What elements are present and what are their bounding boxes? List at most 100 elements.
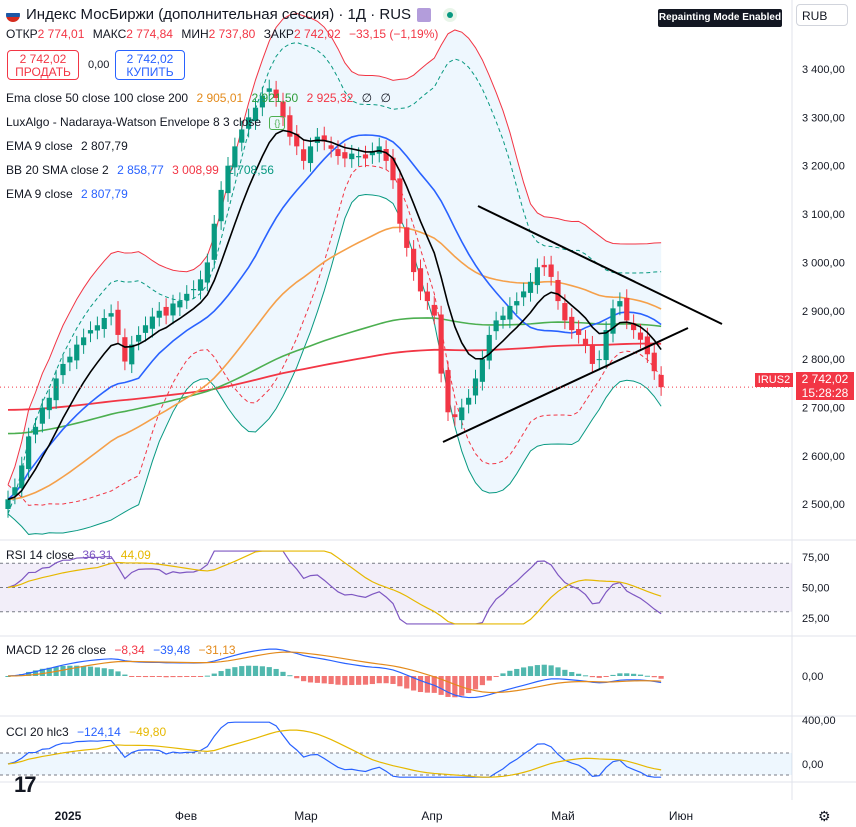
indicator-legend-bb[interactable]: BB 20 SMA close 2 2 858,77 3 008,99 2 70…	[6, 163, 279, 177]
macd-histogram-bar	[617, 673, 623, 676]
ema100-line	[7, 317, 662, 435]
candle-body	[53, 378, 59, 401]
time-axis-tick: 2025	[55, 809, 82, 823]
candle-body	[466, 397, 472, 405]
candle	[472, 369, 479, 405]
rsi-label: RSI 14 close	[6, 548, 75, 562]
candle	[321, 126, 327, 151]
indicator-legend-ema-multi[interactable]: Ema close 50 close 100 close 200 2 905,0…	[6, 91, 396, 105]
candle	[548, 255, 554, 286]
candle-body	[170, 303, 176, 316]
macd-histogram-bar	[555, 667, 561, 676]
macd-histogram-bar	[404, 676, 410, 689]
candle	[610, 299, 616, 343]
symbol-header[interactable]: Индекс МосБиржи (дополнительная сессия) …	[6, 6, 458, 24]
macd-histogram-bar	[369, 676, 375, 685]
cci-label: CCI 20 hlc3	[6, 725, 69, 739]
market-status-icon[interactable]	[443, 8, 458, 22]
candle-body	[631, 323, 637, 331]
rsi-legend[interactable]: RSI 14 close 36,31 44,09	[6, 548, 156, 562]
macd-histogram-bar	[287, 675, 293, 677]
candle	[500, 306, 506, 329]
currency-selector[interactable]: RUB	[796, 4, 848, 26]
macd-histogram-bar	[314, 676, 320, 683]
low-label: МИН	[181, 27, 209, 41]
candle-body	[46, 397, 52, 411]
candle	[197, 270, 204, 300]
rsi-line	[7, 550, 662, 625]
candle	[60, 355, 66, 384]
candle-body	[177, 301, 183, 308]
trendline-lower	[442, 327, 689, 443]
candle	[603, 321, 609, 369]
candle	[294, 125, 300, 156]
candle-body	[115, 309, 121, 335]
indicator-legend-ema9-b[interactable]: EMA 9 close 2 807,79	[6, 187, 133, 201]
candle-body	[521, 291, 527, 298]
candle-body	[610, 308, 616, 334]
open-value: 2 774,01	[37, 27, 85, 41]
macd-histogram-bar	[548, 665, 554, 676]
macd-histogram-bar	[87, 666, 94, 676]
macd-histogram-bar	[445, 676, 451, 697]
low-value: 2 737,80	[208, 27, 256, 41]
indicator-legend-ema9-a[interactable]: EMA 9 close 2 807,79	[6, 139, 133, 153]
macd-histogram-bar	[184, 676, 190, 677]
macd-histogram-bar	[81, 666, 87, 676]
macd-histogram-bar	[459, 676, 465, 696]
candle	[589, 335, 595, 373]
candle-body	[163, 306, 169, 316]
macd-histogram-bar	[644, 675, 650, 677]
macd-histogram-bar	[631, 673, 637, 676]
symbol-title[interactable]: Индекс МосБиржи (дополнительная сессия) …	[26, 6, 412, 23]
candle	[555, 271, 561, 310]
macd-histogram-bar	[411, 676, 417, 691]
candle-body	[459, 407, 465, 421]
macd-histogram-bar	[624, 673, 630, 676]
macd-histogram-bar	[225, 668, 231, 676]
cci-ma-line	[7, 729, 662, 778]
macd-histogram-bar	[197, 676, 204, 677]
candle	[404, 218, 410, 257]
candle-body	[527, 281, 534, 293]
flag-stripe-red	[6, 17, 20, 22]
candle	[156, 302, 162, 327]
ema200-line	[7, 342, 662, 411]
candle	[424, 282, 430, 310]
candle	[493, 311, 499, 340]
tradingview-logo[interactable]: 17	[14, 772, 37, 797]
code-braces-icon[interactable]: {}	[269, 116, 286, 130]
candle-body	[225, 165, 231, 194]
macd-histogram-bar	[177, 676, 183, 678]
macd-legend[interactable]: MACD 12 26 close −8,34 −39,48 −31,13	[6, 643, 241, 657]
candle-body	[514, 301, 520, 306]
settings-gear-icon[interactable]: ⚙	[818, 808, 831, 824]
indicator-legend-nadaraya[interactable]: LuxAlgo - Nadaraya-Watson Envelope 8 3 c…	[6, 115, 290, 130]
cci-legend[interactable]: CCI 20 hlc3 −124,14 −49,80	[6, 725, 171, 739]
candle-body	[658, 374, 664, 388]
candle-body	[637, 332, 644, 340]
sell-button[interactable]: 2 742,02 ПРОДАТЬ	[7, 50, 79, 80]
candle-body	[582, 338, 589, 345]
candle	[569, 308, 575, 339]
candle-body	[541, 264, 547, 268]
macd-histogram-bar	[521, 667, 527, 676]
macd-histogram-bar	[651, 676, 657, 678]
bookmark-flag-icon[interactable]	[417, 8, 432, 22]
candle	[541, 256, 547, 276]
price-axis-tick: 2 800,00	[802, 354, 845, 366]
bar-countdown: 15:28:28	[801, 386, 849, 400]
macd-histogram-bar	[218, 671, 224, 676]
candle-body	[87, 330, 94, 334]
candle	[438, 305, 444, 383]
macd-histogram-bar	[356, 676, 362, 685]
buy-button[interactable]: 2 742,02 КУПИТЬ	[115, 50, 185, 80]
macd-histogram-bar	[142, 676, 149, 678]
candle	[431, 296, 437, 325]
candle	[225, 157, 231, 202]
russia-flag-icon	[6, 8, 20, 22]
candle	[81, 328, 87, 354]
change-value: −33,15 (−1,19%)	[349, 27, 439, 41]
candle	[115, 301, 121, 344]
